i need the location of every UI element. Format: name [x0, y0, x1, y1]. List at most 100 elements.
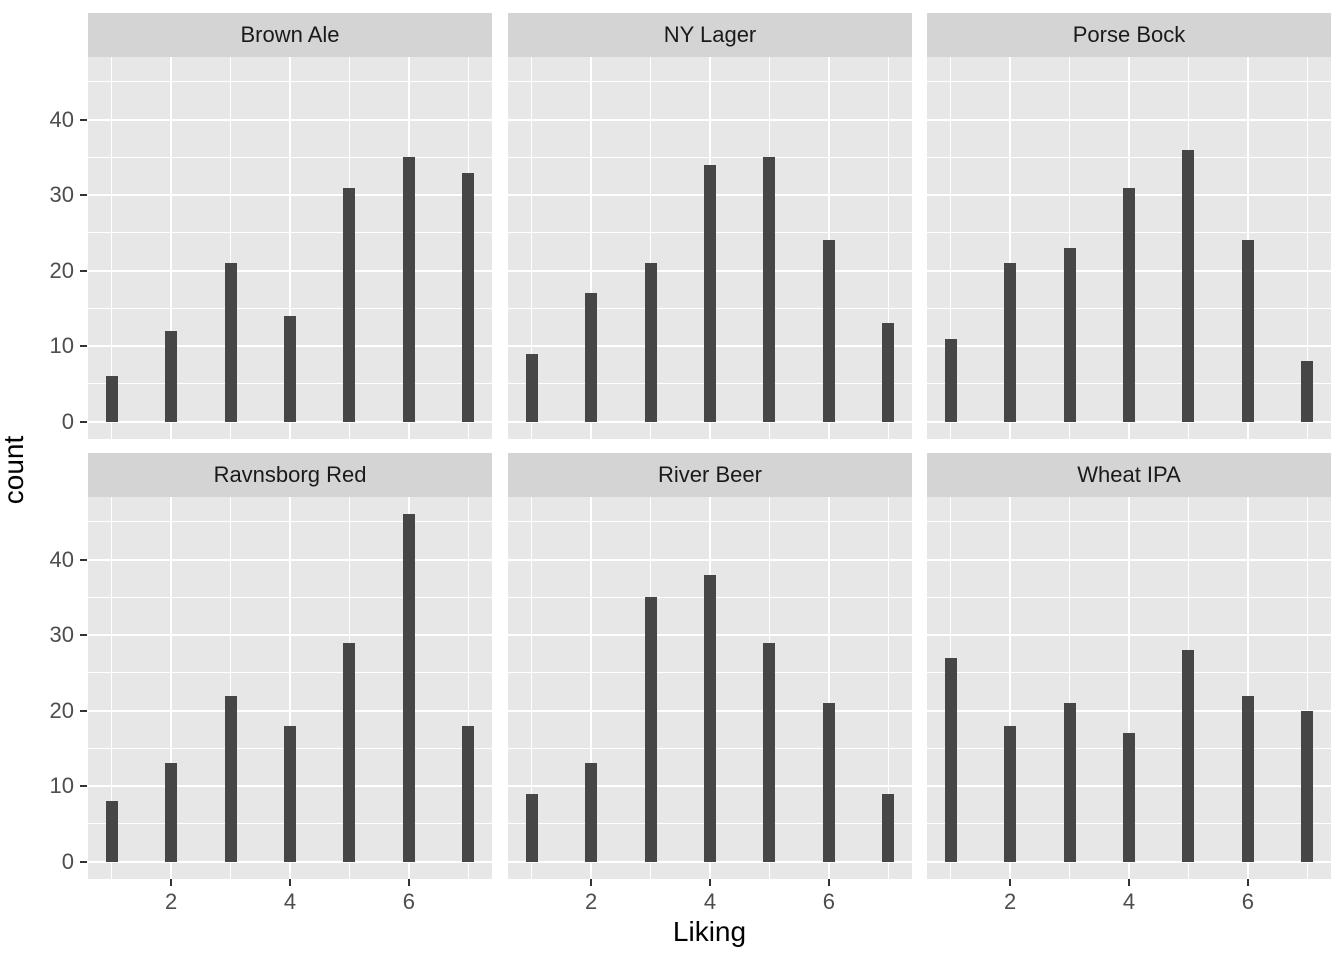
bar-liking-1	[525, 793, 538, 862]
y-axis-title: count	[0, 435, 29, 505]
bar-liking-4	[284, 315, 296, 422]
bar-liking-2	[1004, 725, 1017, 862]
y-tick-label: 20	[49, 257, 74, 283]
gridline-major-v	[1009, 57, 1012, 439]
x-tick-mark	[827, 879, 830, 886]
bar-liking-2	[585, 763, 598, 862]
bar-liking-1	[944, 338, 957, 422]
bar-liking-5	[1182, 650, 1195, 862]
gridline-major-v	[827, 497, 830, 879]
bar-liking-4	[704, 574, 716, 862]
y-tick-label: 40	[49, 106, 74, 132]
bar-liking-4	[1123, 187, 1135, 422]
x-tick-label: 2	[585, 889, 598, 914]
gridline-major-v	[289, 497, 291, 879]
x-tick-label: 4	[1122, 889, 1136, 914]
y-tick-mark	[80, 558, 87, 561]
facet-label: Brown Ale	[240, 22, 340, 47]
bar-liking-7	[882, 323, 895, 422]
gridline-minor-v	[887, 57, 889, 439]
x-tick-mark	[170, 879, 173, 886]
bar-liking-5	[763, 642, 776, 862]
y-tick-label: 0	[61, 408, 74, 434]
bar-liking-7	[462, 725, 475, 862]
facet-strip-brown-ale: Brown Ale	[88, 13, 492, 57]
bar-liking-3	[224, 695, 237, 862]
bar-liking-1	[105, 376, 118, 422]
facet-panel-wheat-ipa	[927, 497, 1331, 879]
bar-liking-6	[822, 240, 835, 422]
bar-liking-6	[1241, 240, 1254, 422]
gridline-minor-v	[531, 57, 533, 439]
bar-liking-4	[284, 725, 296, 862]
bar-liking-6	[402, 157, 415, 422]
y-tick-label: 0	[61, 848, 74, 874]
bar-liking-6	[822, 703, 835, 862]
facet-strip-river-beer: River Beer	[508, 453, 912, 497]
facet-label: Porse Bock	[1072, 22, 1186, 47]
gridline-major-v	[590, 57, 593, 439]
bar-liking-2	[1004, 263, 1017, 422]
facet-panel-porse-bock	[927, 57, 1331, 439]
y-tick-mark	[80, 785, 87, 788]
bar-liking-3	[1063, 248, 1076, 422]
facet-strip-porse-bock: Porse Bock	[927, 13, 1331, 57]
gridline-major-v	[1246, 497, 1249, 879]
gridline-minor-v	[467, 497, 469, 879]
bar-liking-7	[1301, 710, 1314, 862]
x-axis-title: Liking	[672, 916, 747, 947]
bar-liking-1	[525, 353, 538, 422]
x-tick-mark	[1246, 879, 1249, 886]
x-tick-mark	[1009, 879, 1012, 886]
facet-panel-ravnsborg-red	[88, 497, 492, 879]
gridline-minor-v	[1306, 497, 1308, 879]
x-tick-label: 2	[1004, 889, 1017, 914]
bar-liking-5	[343, 642, 356, 862]
y-tick-mark	[80, 194, 87, 197]
facet-panel-ny-lager	[508, 57, 912, 439]
gridline-minor-v	[531, 497, 533, 879]
bar-liking-1	[105, 801, 118, 862]
gridline-major-v	[170, 497, 173, 879]
x-tick-label: 6	[402, 889, 415, 914]
bar-liking-6	[1241, 695, 1254, 862]
bar-liking-3	[1063, 703, 1076, 862]
y-tick-mark	[80, 860, 87, 863]
bar-liking-4	[1123, 733, 1135, 862]
x-tick-label: 6	[822, 889, 835, 914]
y-tick-label: 40	[49, 546, 74, 572]
bar-liking-7	[882, 793, 895, 862]
bar-liking-7	[1301, 361, 1314, 422]
x-tick-mark	[1128, 879, 1130, 886]
bar-liking-3	[224, 263, 237, 422]
y-tick-label: 10	[49, 333, 74, 359]
bar-liking-2	[165, 763, 178, 862]
bar-liking-1	[944, 657, 957, 862]
bar-liking-5	[763, 157, 776, 422]
x-tick-mark	[407, 879, 410, 886]
gridline-minor-v	[111, 497, 113, 879]
y-tick-label: 30	[49, 182, 74, 208]
x-tick-label: 6	[1241, 889, 1254, 914]
y-tick-mark	[80, 634, 87, 637]
gridline-minor-v	[950, 57, 952, 439]
facet-strip-wheat-ipa: Wheat IPA	[927, 453, 1331, 497]
gridline-minor-v	[230, 497, 232, 879]
x-tick-label: 2	[165, 889, 178, 914]
gridline-major-v	[170, 57, 173, 439]
facet-label: NY Lager	[663, 22, 757, 47]
x-tick-mark	[709, 879, 711, 886]
x-tick-label: 4	[703, 889, 717, 914]
bar-liking-3	[644, 263, 657, 422]
y-tick-mark	[80, 345, 87, 348]
y-tick-label: 20	[49, 697, 74, 723]
gridline-major-v	[1128, 497, 1130, 879]
gridline-minor-v	[230, 57, 232, 439]
facet-label: Wheat IPA	[1077, 462, 1181, 487]
y-tick-label: 30	[49, 622, 74, 648]
x-tick-mark	[289, 879, 291, 886]
gridline-minor-v	[111, 57, 113, 439]
bar-liking-7	[462, 172, 475, 422]
bar-liking-4	[704, 164, 716, 422]
